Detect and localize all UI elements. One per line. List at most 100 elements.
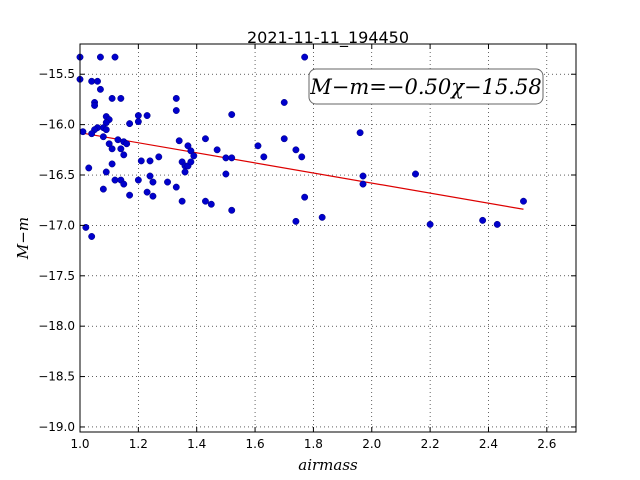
data-point xyxy=(318,213,326,221)
data-point xyxy=(120,151,128,159)
data-point xyxy=(134,112,142,120)
x-tick-label: 2.0 xyxy=(362,437,381,451)
data-point xyxy=(99,185,107,193)
data-point xyxy=(426,220,434,228)
data-point xyxy=(190,152,198,160)
data-point xyxy=(178,197,186,205)
data-point xyxy=(222,170,230,178)
y-axis-ticks: −15.5 −16.0 −16.5 −17.0 −17.5 −18.0 −18.5 −19.0 xyxy=(38,67,576,434)
data-point xyxy=(356,129,364,137)
data-point xyxy=(120,180,128,188)
y-tick-label: −15.5 xyxy=(38,67,75,81)
fit-line-group xyxy=(79,132,524,210)
data-point xyxy=(99,133,107,141)
data-point xyxy=(111,53,119,61)
data-point xyxy=(96,53,104,61)
data-point xyxy=(292,217,300,225)
data-point xyxy=(102,168,110,176)
data-point xyxy=(91,102,99,109)
data-point xyxy=(117,145,125,153)
data-point xyxy=(79,128,87,136)
data-points xyxy=(76,53,527,240)
data-point xyxy=(94,77,101,85)
data-point xyxy=(181,168,189,176)
data-point xyxy=(301,53,309,61)
data-point xyxy=(111,176,119,184)
data-point xyxy=(143,112,151,120)
data-point xyxy=(175,137,183,145)
annotation-box: M−m=−0.50χ−15.58 xyxy=(308,68,544,105)
y-tick-label: −16.0 xyxy=(38,118,75,132)
data-point xyxy=(202,135,209,143)
x-tick-label: 1.4 xyxy=(187,437,206,451)
data-point xyxy=(143,188,151,196)
data-point xyxy=(149,178,157,186)
data-point xyxy=(187,158,195,166)
data-point xyxy=(146,157,154,165)
plot-frame xyxy=(79,43,577,433)
x-axis-label: airmass xyxy=(298,456,358,474)
data-point xyxy=(102,126,110,134)
data-point xyxy=(117,94,125,102)
x-tick-label: 2.4 xyxy=(479,437,498,451)
data-point xyxy=(88,233,96,240)
y-tick-label: −19.0 xyxy=(38,420,75,434)
data-point xyxy=(88,77,96,85)
data-point xyxy=(254,142,262,150)
data-point xyxy=(114,136,122,144)
data-point xyxy=(108,145,116,153)
x-tick-label: 1.0 xyxy=(70,437,89,451)
data-point xyxy=(137,157,145,165)
data-point xyxy=(520,197,527,205)
y-tick-label: −16.5 xyxy=(38,168,75,182)
data-point xyxy=(260,153,268,161)
data-point xyxy=(126,191,134,199)
data-point xyxy=(202,197,209,205)
data-point xyxy=(359,180,367,188)
x-tick-label: 1.8 xyxy=(304,437,323,451)
data-point xyxy=(126,120,134,128)
data-point xyxy=(172,107,180,114)
data-point xyxy=(280,99,288,106)
data-point xyxy=(207,200,215,208)
chart-title: 2021-11-11_194450 xyxy=(247,28,409,48)
x-tick-label: 2.2 xyxy=(421,437,440,451)
data-point xyxy=(280,135,288,143)
y-axis-label: M−m xyxy=(14,217,32,260)
data-point xyxy=(146,172,154,180)
data-point xyxy=(172,183,180,191)
data-point xyxy=(292,146,300,154)
data-point xyxy=(172,94,180,102)
data-point xyxy=(88,130,96,138)
data-point xyxy=(134,176,142,184)
y-tick-label: −17.5 xyxy=(38,269,75,283)
data-point xyxy=(228,154,236,162)
x-axis-ticks: 1.0 1.2 1.4 1.6 1.8 2.0 2.2 2.4 2.6 xyxy=(70,44,556,451)
data-point xyxy=(108,160,116,168)
data-point xyxy=(155,153,163,161)
data-point xyxy=(412,170,419,178)
data-point xyxy=(213,146,221,154)
x-tick-label: 2.6 xyxy=(537,437,556,451)
data-point xyxy=(298,153,306,161)
data-point xyxy=(123,140,131,148)
data-point xyxy=(164,178,171,186)
x-tick-label: 1.6 xyxy=(246,437,265,451)
fit-line xyxy=(79,132,524,210)
data-point xyxy=(301,193,309,201)
data-point xyxy=(134,118,142,126)
data-point xyxy=(108,94,116,102)
data-point xyxy=(96,85,104,93)
data-point xyxy=(228,206,236,214)
y-tick-label: −18.0 xyxy=(38,319,75,333)
x-tick-label: 1.2 xyxy=(129,437,148,451)
data-point xyxy=(493,220,501,228)
data-point xyxy=(149,192,157,200)
data-point xyxy=(222,154,230,162)
y-tick-label: −18.5 xyxy=(38,370,75,384)
data-point xyxy=(359,172,367,180)
fit-annotation: M−m=−0.50χ−15.58 xyxy=(309,75,541,99)
data-point xyxy=(228,111,236,118)
data-point xyxy=(85,164,93,172)
